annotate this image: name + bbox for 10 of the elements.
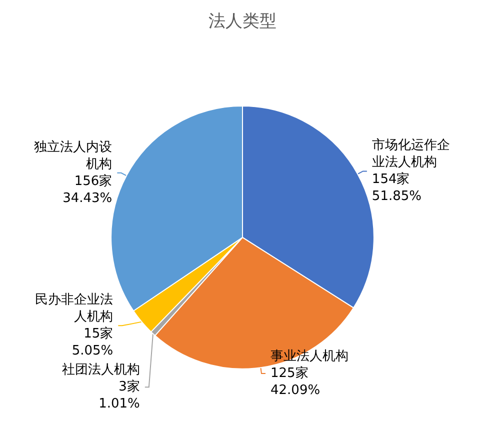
slice-label: 独立法人内设机构 [34,138,112,172]
data-label: 15家 5.05% [72,326,114,359]
slice-label: 民办非企业法人机构 [35,292,114,325]
slice-label: 市场化运作企业法人机构 [372,138,450,170]
data-label: 3家 1.01% [98,378,140,412]
slice-label: 社团法人机构 [62,362,140,378]
data-label: 154家 51.85% [372,171,422,204]
data-label: 156家 34.43% [62,172,112,206]
data-label: 125家 42.09% [270,365,320,398]
chart-title: 法人类型 [208,12,276,32]
